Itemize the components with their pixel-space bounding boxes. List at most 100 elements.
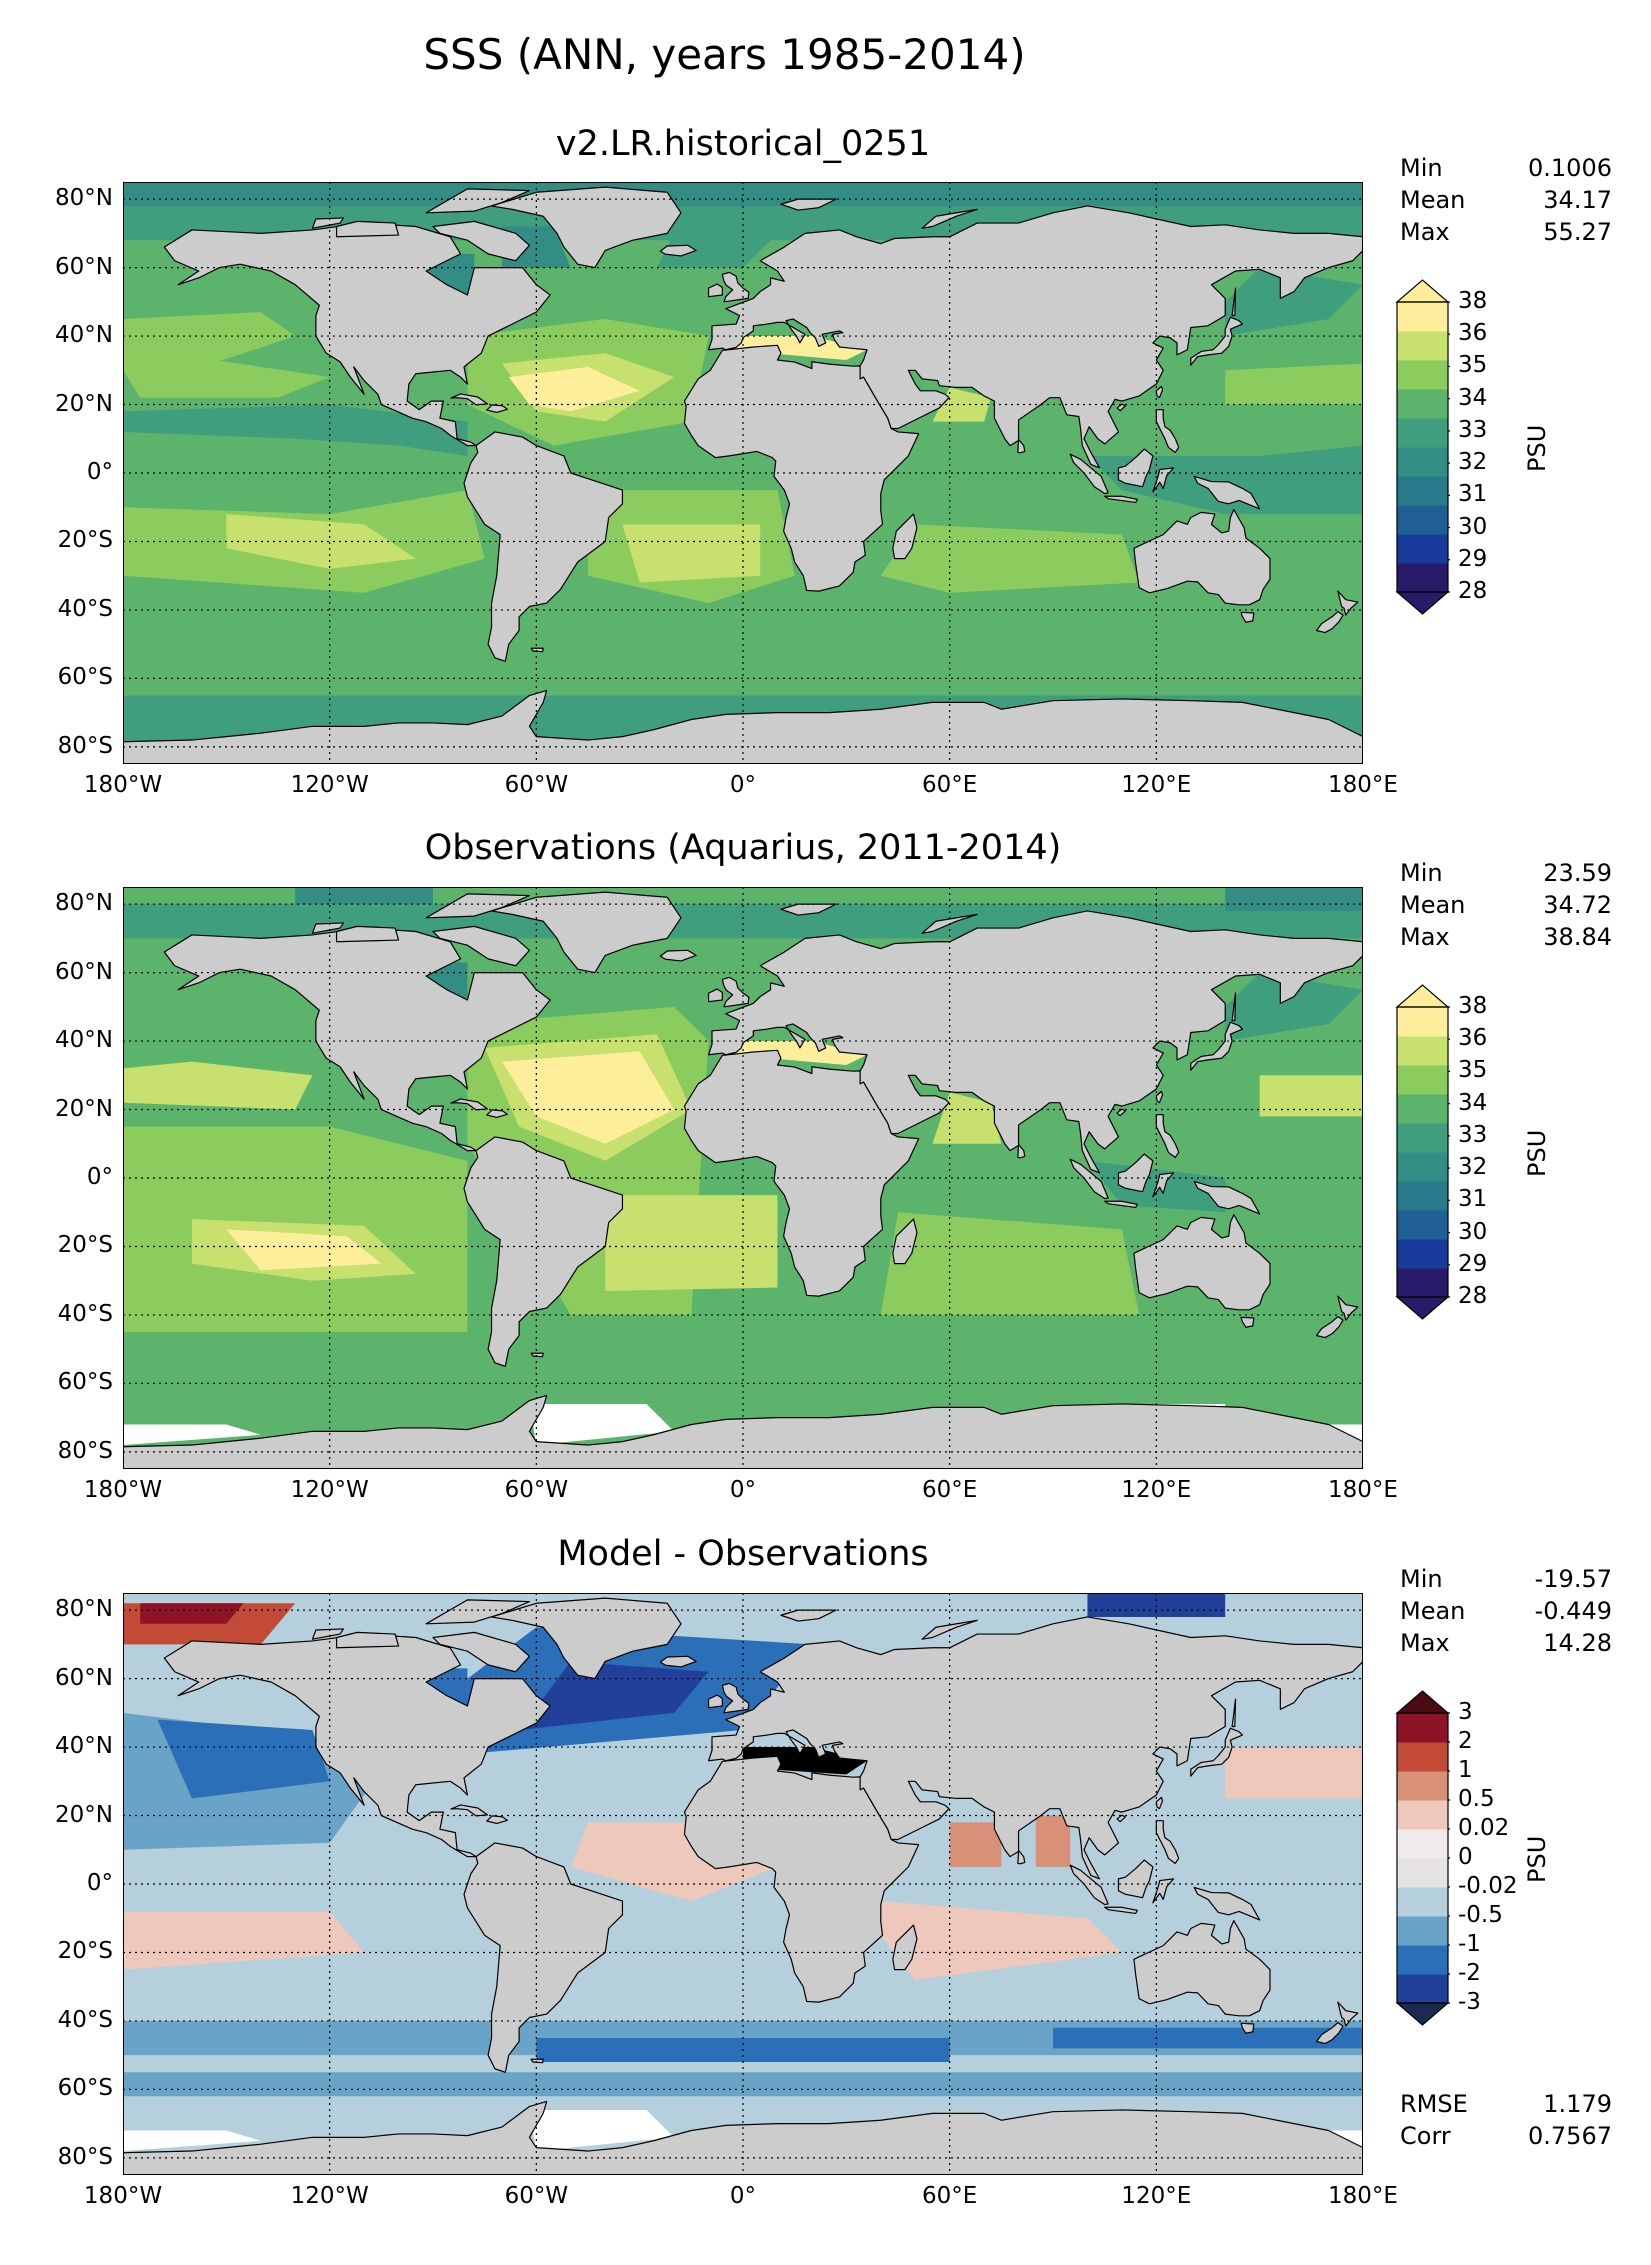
land-banks-island — [312, 218, 343, 228]
field-zone — [1225, 267, 1363, 337]
colorbar-panel-1 — [1395, 279, 1450, 615]
land-greenland — [492, 1598, 681, 1678]
colorbar-extend-high — [1395, 1690, 1450, 1714]
stat-value: 0.1006 — [1528, 154, 1612, 182]
colorbar-tick-label: 32 — [1458, 449, 1488, 476]
colorbar-segment — [1397, 1858, 1448, 1888]
x-tick-label: 120°E — [1121, 2183, 1192, 2209]
field-zone — [226, 1229, 382, 1271]
colorbar-segment — [1397, 1239, 1448, 1269]
land-japan — [1191, 1728, 1243, 1776]
colorbar-label: PSU — [1523, 424, 1551, 472]
land-cuba — [451, 1099, 488, 1110]
colorbar-segment — [1397, 1974, 1448, 2004]
panel-title: Model - Observations — [557, 1534, 929, 1574]
colorbar-segment — [1397, 1181, 1448, 1211]
field-zone — [1259, 1075, 1363, 1117]
land-sumatra — [1070, 1159, 1108, 1198]
land-hainan — [1117, 1109, 1125, 1116]
land-new-zealand-south — [1317, 1317, 1344, 1338]
x-tick-label: 0° — [729, 772, 757, 798]
land-new-guinea — [1194, 1887, 1259, 1920]
land-baffin — [433, 926, 529, 965]
y-tick-label: 80°S — [57, 1437, 113, 1464]
field-zone — [295, 887, 433, 905]
field-zone — [501, 1051, 675, 1144]
land-south-america — [464, 1137, 622, 1366]
missing-data-region — [123, 1424, 261, 1446]
colorbar-tick-label: 33 — [1458, 416, 1488, 443]
colorbar-tick-label: 31 — [1458, 481, 1488, 508]
stat-value: 23.59 — [1543, 859, 1612, 887]
land-iceland — [660, 1656, 696, 1667]
land-baffin — [433, 1632, 529, 1671]
land-iceland — [660, 245, 696, 256]
colorbar-extend-high — [1395, 984, 1450, 1008]
land-great-britain — [722, 1683, 749, 1712]
field-zone — [656, 233, 778, 268]
field-zone — [605, 1195, 778, 1291]
land-philippines — [1156, 1115, 1178, 1158]
x-tick-label: 60°E — [922, 2183, 978, 2209]
colorbar-segment — [1397, 331, 1448, 361]
colorbar-panel-3 — [1395, 1690, 1450, 2026]
x-tick-label: 60°W — [504, 772, 569, 798]
land-taiwan — [1156, 1091, 1162, 1102]
colorbar-tick-label: 34 — [1458, 1089, 1488, 1116]
land-hainan — [1117, 404, 1125, 411]
colorbar-segment — [1397, 360, 1448, 390]
map-panel-3 — [123, 1593, 1363, 2175]
field-zone — [123, 404, 468, 456]
land-ireland — [709, 284, 723, 297]
land-ireland — [709, 989, 723, 1002]
colorbar-tick-label: 33 — [1458, 1121, 1488, 1148]
colorbar-tick-label: 1 — [1458, 1757, 1473, 1783]
x-tick-label: 180°W — [83, 2183, 163, 2209]
missing-data-region — [123, 2130, 261, 2152]
field-zone — [1225, 887, 1363, 911]
land-south-america — [464, 432, 622, 661]
x-tick-label: 60°E — [922, 772, 978, 798]
land-new-guinea — [1194, 476, 1259, 509]
land-japan — [1191, 1022, 1243, 1070]
colorbar-extend-high — [1395, 279, 1450, 303]
land-sumatra — [1070, 1865, 1108, 1904]
colorbar-segment — [1397, 1916, 1448, 1946]
y-tick-label: 0° — [86, 1164, 113, 1190]
land-cuba — [451, 1805, 488, 1816]
land-sakhalin — [1232, 1699, 1235, 1726]
colorbar-extend-low — [1395, 1296, 1450, 1320]
land-victoria-island — [337, 221, 399, 236]
y-tick-label: 20°N — [55, 1801, 113, 1828]
land-new-zealand-south — [1317, 612, 1344, 633]
field-zone — [1087, 1593, 1226, 1617]
land-java — [1105, 1201, 1138, 1207]
land-antarctica — [123, 690, 1363, 764]
colorbar-tick-label: 28 — [1458, 578, 1488, 604]
land-new-zealand-north — [1338, 1296, 1358, 1320]
colorbar-segment — [1397, 418, 1448, 448]
land-hispaniola — [487, 1110, 508, 1118]
land-baffin — [433, 221, 529, 260]
field-zone — [508, 366, 640, 412]
land-japan — [1191, 317, 1243, 365]
field-zone — [880, 1212, 1140, 1315]
land-great-britain — [722, 272, 749, 301]
land-victoria-island — [337, 926, 399, 941]
land-australia — [1134, 1921, 1270, 2016]
stat-value: 0.7567 — [1528, 2122, 1612, 2150]
land-africa — [684, 1756, 918, 2002]
land-borneo — [1118, 449, 1152, 487]
colorbar-segment — [1397, 1036, 1448, 1066]
land-taiwan — [1156, 1797, 1162, 1808]
field-zone — [932, 1092, 1002, 1144]
stat-label: Min — [1400, 1565, 1443, 1593]
land-ireland — [709, 1695, 723, 1708]
land-tasmania — [1241, 2023, 1254, 2033]
land-java — [1105, 1907, 1138, 1913]
colorbar-segment — [1397, 1123, 1448, 1153]
colorbar-segment — [1397, 563, 1448, 593]
field-zone — [123, 312, 296, 371]
x-tick-label: 180°E — [1328, 2183, 1398, 2209]
land-falklands — [531, 648, 543, 651]
